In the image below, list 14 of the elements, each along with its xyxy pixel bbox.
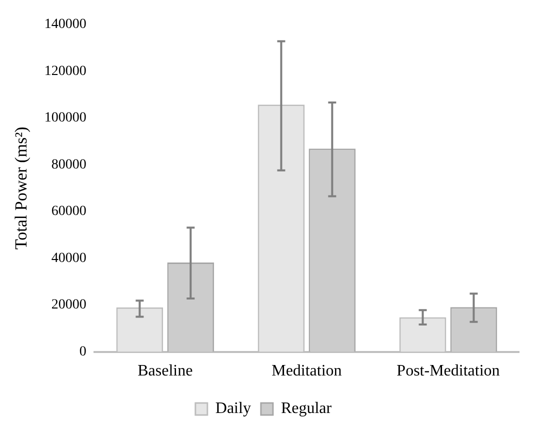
y-tick-label: 80000: [51, 157, 86, 172]
y-tick-label: 20000: [51, 298, 86, 313]
y-tick-label: 120000: [44, 64, 86, 79]
x-tick-label: Baseline: [138, 362, 193, 380]
y-axis-title: Total Power (ms²): [12, 126, 31, 250]
y-tick-label: 60000: [51, 204, 86, 220]
y-tick-label: 100000: [44, 110, 86, 126]
x-tick-label: Post-Meditation: [396, 362, 500, 380]
y-tick-label: 0: [79, 344, 86, 360]
legend-label: Regular: [280, 400, 332, 418]
legend-label: Daily: [215, 400, 251, 418]
y-tick-label: 40000: [51, 250, 86, 266]
x-tick-label: Meditation: [272, 362, 342, 380]
y-tick-label: 140000: [44, 17, 86, 32]
